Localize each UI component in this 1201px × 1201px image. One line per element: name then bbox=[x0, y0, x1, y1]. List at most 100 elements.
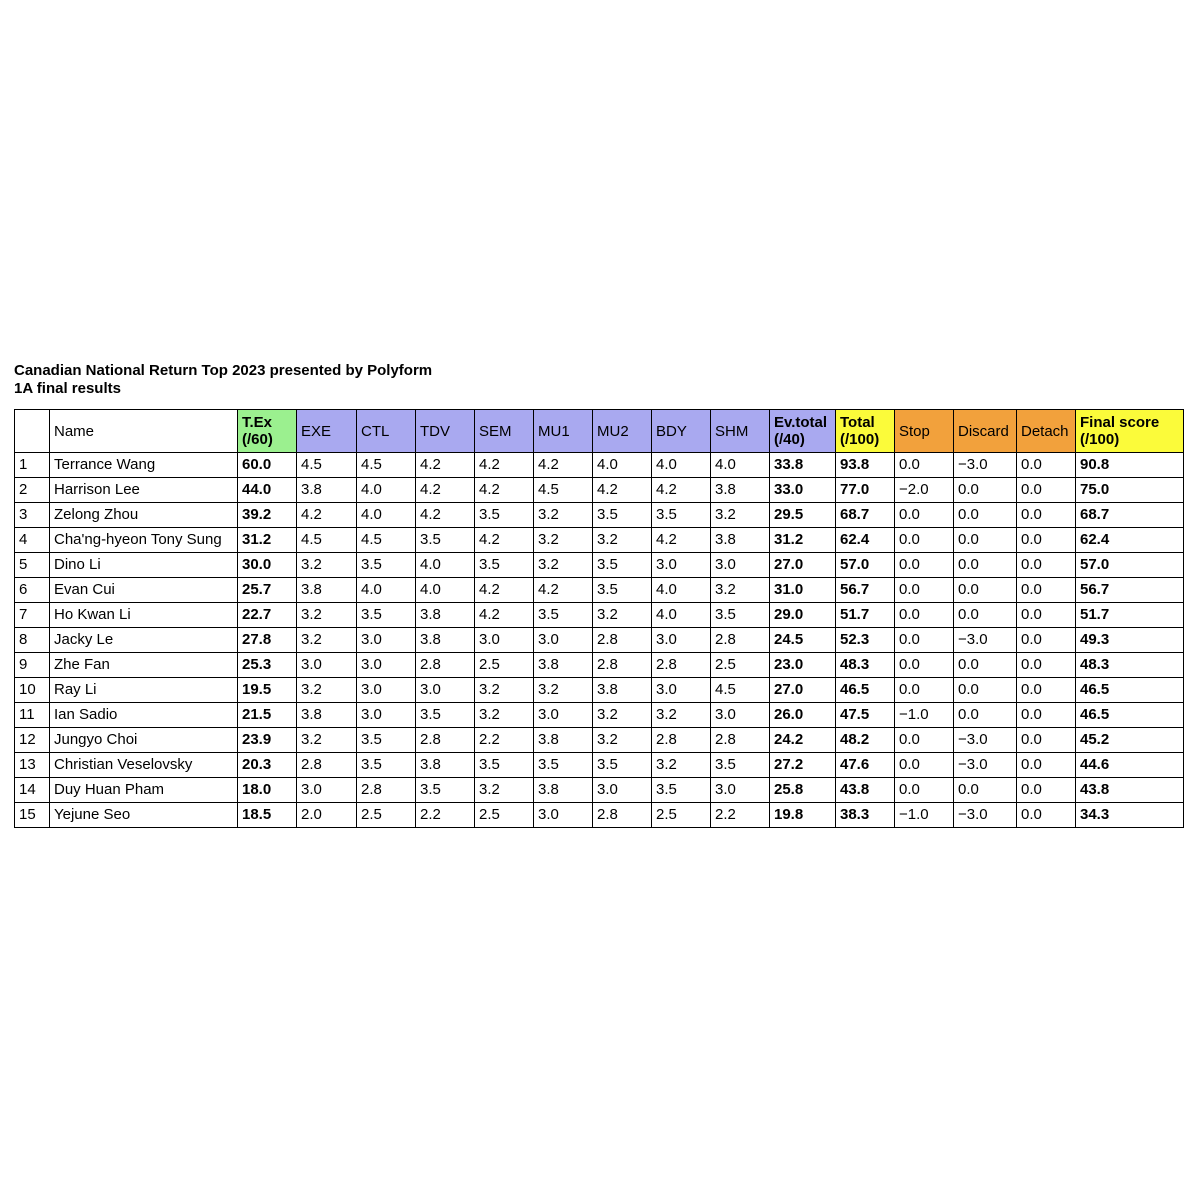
cell-detach: 0.0 bbox=[1016, 452, 1076, 478]
column-header-label: Ev.total bbox=[774, 414, 828, 431]
cell-discard: 0.0 bbox=[953, 577, 1017, 603]
table-row: 14 Duy Huan Pham 18.0 3.0 2.8 3.5 3.2 3.8 3.0 3.5… bbox=[14, 777, 1184, 803]
cell-rank: 7 bbox=[14, 602, 50, 628]
cell-stop: 0.0 bbox=[894, 577, 954, 603]
cell-rank: 1 bbox=[14, 452, 50, 478]
cell-total: 46.5 bbox=[835, 677, 895, 703]
column-header-final: Final score (/100) bbox=[1075, 409, 1184, 453]
cell-tdv: 4.0 bbox=[415, 577, 475, 603]
cell-mu1: 3.8 bbox=[533, 727, 593, 753]
cell-tdv: 4.2 bbox=[415, 477, 475, 503]
cell-sem: 2.2 bbox=[474, 727, 534, 753]
cell-ctl: 3.0 bbox=[356, 652, 416, 678]
cell-detach: 0.0 bbox=[1016, 727, 1076, 753]
cell-shm: 3.8 bbox=[710, 477, 770, 503]
cell-evtotal: 26.0 bbox=[769, 702, 836, 728]
cell-discard: 0.0 bbox=[953, 527, 1017, 553]
column-header-sublabel: (/40) bbox=[774, 431, 805, 448]
cell-exe: 2.8 bbox=[296, 752, 357, 778]
cell-discard: 0.0 bbox=[953, 702, 1017, 728]
cell-mu1: 3.2 bbox=[533, 527, 593, 553]
cell-total: 62.4 bbox=[835, 527, 895, 553]
cell-exe: 2.0 bbox=[296, 802, 357, 828]
cell-bdy: 4.0 bbox=[651, 577, 711, 603]
cell-final: 75.0 bbox=[1075, 477, 1184, 503]
column-header-total: Total (/100) bbox=[835, 409, 895, 453]
cell-mu1: 3.0 bbox=[533, 627, 593, 653]
cell-mu2: 3.5 bbox=[592, 752, 652, 778]
column-header-label: TDV bbox=[420, 422, 450, 440]
cell-detach: 0.0 bbox=[1016, 752, 1076, 778]
document-title: Canadian National Return Top 2023 presen… bbox=[14, 362, 433, 379]
column-header-sublabel: (/100) bbox=[840, 431, 880, 448]
cell-bdy: 3.0 bbox=[651, 677, 711, 703]
cell-discard: −3.0 bbox=[953, 452, 1017, 478]
cell-ctl: 3.0 bbox=[356, 677, 416, 703]
column-header-tdv: TDV bbox=[415, 409, 475, 453]
cell-final: 45.2 bbox=[1075, 727, 1184, 753]
cell-rank: 6 bbox=[14, 577, 50, 603]
table-row: 13 Christian Veselovsky 20.3 2.8 3.5 3.8 3.5 3.… bbox=[14, 752, 1184, 778]
cell-tex: 21.5 bbox=[237, 702, 297, 728]
cell-total: 38.3 bbox=[835, 802, 895, 828]
column-header-rank bbox=[14, 409, 50, 453]
cell-sem: 4.2 bbox=[474, 527, 534, 553]
cell-shm: 3.5 bbox=[710, 602, 770, 628]
cell-total: 47.6 bbox=[835, 752, 895, 778]
cell-final: 48.3 bbox=[1075, 652, 1184, 678]
cell-exe: 3.0 bbox=[296, 652, 357, 678]
cell-mu2: 3.2 bbox=[592, 602, 652, 628]
column-header-ctl: CTL bbox=[356, 409, 416, 453]
cell-mu1: 3.2 bbox=[533, 677, 593, 703]
cell-shm: 4.5 bbox=[710, 677, 770, 703]
table-row: 4 Cha'ng-hyeon Tony Sung 31.2 4.5 4.5 3.5 4.2 3… bbox=[14, 527, 1184, 553]
cell-bdy: 4.0 bbox=[651, 452, 711, 478]
cell-discard: 0.0 bbox=[953, 677, 1017, 703]
column-header-label: Total bbox=[840, 414, 875, 431]
cell-final: 49.3 bbox=[1075, 627, 1184, 653]
cell-stop: 0.0 bbox=[894, 502, 954, 528]
cell-tex: 30.0 bbox=[237, 552, 297, 578]
cell-stop: 0.0 bbox=[894, 652, 954, 678]
cell-discard: 0.0 bbox=[953, 777, 1017, 803]
cell-final: 51.7 bbox=[1075, 602, 1184, 628]
table-row: 5 Dino Li 30.0 3.2 3.5 4.0 3.5 3.2 3.5 3.0 3.0 27.0… bbox=[14, 552, 1184, 578]
cell-stop: 0.0 bbox=[894, 602, 954, 628]
cell-ctl: 3.5 bbox=[356, 727, 416, 753]
table-row: 10 Ray Li 19.5 3.2 3.0 3.0 3.2 3.2 3.8 3.0 4.5 27.0… bbox=[14, 677, 1184, 703]
cell-mu2: 2.8 bbox=[592, 627, 652, 653]
column-header-discard: Discard bbox=[953, 409, 1017, 453]
cell-tdv: 3.5 bbox=[415, 777, 475, 803]
cell-ctl: 3.0 bbox=[356, 627, 416, 653]
cell-detach: 0.0 bbox=[1016, 777, 1076, 803]
cell-evtotal: 33.0 bbox=[769, 477, 836, 503]
cell-discard: 0.0 bbox=[953, 602, 1017, 628]
cell-rank: 15 bbox=[14, 802, 50, 828]
cell-name: Duy Huan Pham bbox=[49, 777, 238, 803]
table-row: 1 Terrance Wang 60.0 4.5 4.5 4.2 4.2 4.2 4.0 4.0 4… bbox=[14, 452, 1184, 478]
cell-evtotal: 23.0 bbox=[769, 652, 836, 678]
column-header-label: Detach bbox=[1021, 422, 1069, 440]
table-row: 8 Jacky Le 27.8 3.2 3.0 3.8 3.0 3.0 2.8 3.0 2.8 24.… bbox=[14, 627, 1184, 653]
cell-sem: 4.2 bbox=[474, 602, 534, 628]
cell-name: Jungyo Choi bbox=[49, 727, 238, 753]
cell-detach: 0.0 bbox=[1016, 802, 1076, 828]
cell-shm: 3.0 bbox=[710, 777, 770, 803]
cell-mu1: 4.5 bbox=[533, 477, 593, 503]
cell-exe: 3.8 bbox=[296, 702, 357, 728]
cell-bdy: 3.2 bbox=[651, 752, 711, 778]
cell-ctl: 2.5 bbox=[356, 802, 416, 828]
cell-rank: 5 bbox=[14, 552, 50, 578]
cell-mu1: 3.0 bbox=[533, 702, 593, 728]
cell-name: Dino Li bbox=[49, 552, 238, 578]
cell-evtotal: 24.2 bbox=[769, 727, 836, 753]
cell-sem: 3.2 bbox=[474, 702, 534, 728]
cell-detach: 0.0 bbox=[1016, 527, 1076, 553]
cell-bdy: 3.0 bbox=[651, 552, 711, 578]
cell-tdv: 3.8 bbox=[415, 602, 475, 628]
cell-ctl: 3.5 bbox=[356, 752, 416, 778]
cell-tex: 27.8 bbox=[237, 627, 297, 653]
cell-shm: 2.8 bbox=[710, 627, 770, 653]
cell-stop: −1.0 bbox=[894, 702, 954, 728]
cell-name: Ray Li bbox=[49, 677, 238, 703]
